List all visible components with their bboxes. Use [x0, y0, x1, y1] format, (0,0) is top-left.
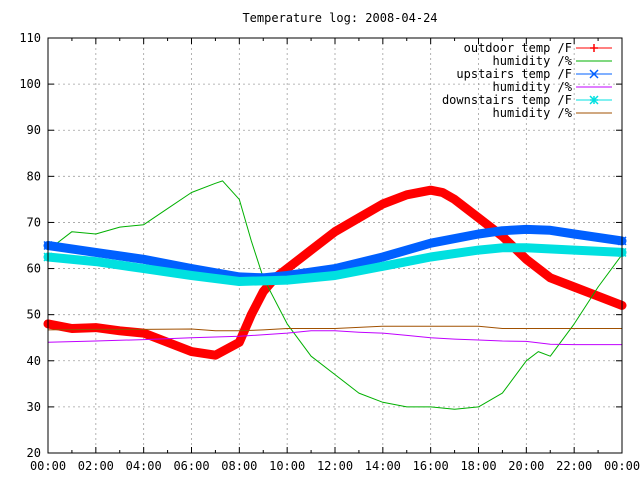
- series-line-2: [43, 224, 627, 283]
- x-tick-label: 06:00: [173, 459, 209, 473]
- legend-label-5: humidity /%: [493, 106, 573, 120]
- legend-label-0: outdoor temp /F: [464, 41, 572, 55]
- y-tick-label: 70: [27, 215, 41, 229]
- y-tick-label: 100: [19, 77, 41, 91]
- x-tick-label: 22:00: [556, 459, 592, 473]
- x-tick-label: 00:00: [604, 459, 640, 473]
- series-line-4: [43, 243, 627, 286]
- legend-marker-2-stroke: [589, 69, 599, 79]
- x-tick-label: 16:00: [413, 459, 449, 473]
- legend-marker-0: [590, 44, 598, 52]
- x-tick-label: 14:00: [365, 459, 401, 473]
- y-tick-label: 40: [27, 354, 41, 368]
- y-tick-label: 80: [27, 169, 41, 183]
- y-tick-label: 60: [27, 262, 41, 276]
- x-tick-label: 10:00: [269, 459, 305, 473]
- legend-marker-4: [589, 95, 599, 105]
- legend-label-3: humidity /%: [493, 80, 573, 94]
- legend-marker-4-stroke: [589, 95, 599, 105]
- x-tick-label: 00:00: [30, 459, 66, 473]
- series-line-3: [47, 330, 623, 346]
- series-line-5: [47, 325, 623, 332]
- y-tick-label: 20: [27, 446, 41, 460]
- y-tick-label: 30: [27, 400, 41, 414]
- x-tick-label: 04:00: [126, 459, 162, 473]
- x-tick-label: 08:00: [221, 459, 257, 473]
- series-layer: [43, 180, 627, 410]
- y-tick-label: 50: [27, 308, 41, 322]
- legend-label-1: humidity /%: [493, 54, 573, 68]
- x-tick-label: 12:00: [317, 459, 353, 473]
- legend-marker-2: [589, 69, 599, 79]
- plot-frame: [47, 37, 623, 454]
- x-tick-label: 20:00: [508, 459, 544, 473]
- legend-label-4: downstairs temp /F: [442, 93, 572, 107]
- chart-title: Temperature log: 2008-04-24: [242, 11, 437, 25]
- legend-label-2: upstairs temp /F: [456, 67, 572, 81]
- axis-layer: 20 30 40 50 60 70 80 90 100 110 00:00 02:00 04:00 06:…: [19, 31, 640, 473]
- y-tick-label: 90: [27, 123, 41, 137]
- y-tick-label: 110: [19, 31, 41, 45]
- series-line-1: [47, 180, 623, 410]
- x-tick-label: 18:00: [460, 459, 496, 473]
- x-tick-label: 02:00: [78, 459, 114, 473]
